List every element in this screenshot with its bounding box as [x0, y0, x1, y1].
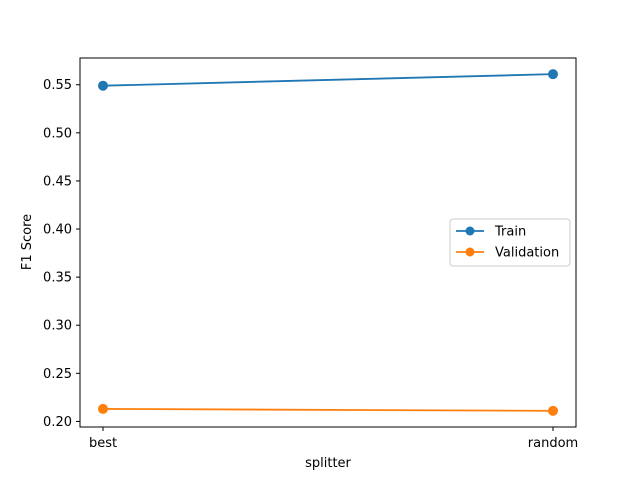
- plot-frame: [79, 57, 577, 428]
- series-line-validation: [102, 408, 554, 412]
- x-axis-label: splitter: [305, 456, 351, 471]
- data-point-train: [548, 69, 558, 80]
- x-tick-label: best: [89, 436, 117, 451]
- y-tick-label: 0.25: [43, 367, 72, 382]
- data-point-validation: [98, 403, 108, 414]
- legend-label-train: Train: [494, 225, 526, 240]
- y-tick-label: 0.40: [43, 223, 72, 238]
- x-tick-label: random: [528, 436, 578, 451]
- y-axis-label: F1 Score: [20, 214, 35, 270]
- data-point-validation: [548, 405, 558, 416]
- y-tick-label: 0.35: [43, 271, 72, 286]
- legend-label-validation: Validation: [495, 246, 559, 261]
- axes-layer: 0.20 0.25 0.30 0.35 0.40 0.45 0.50 0.55 best rand…: [43, 57, 578, 451]
- legend-marker-train: [465, 226, 475, 236]
- y-tick-label: 0.50: [43, 126, 72, 141]
- y-tick-label: 0.20: [43, 415, 72, 430]
- y-tick-label: 0.45: [43, 174, 72, 189]
- y-tick-label: 0.30: [43, 319, 72, 334]
- data-point-train: [98, 80, 108, 91]
- y-tick-label: 0.55: [43, 78, 72, 93]
- legend: Train Validation: [449, 218, 571, 267]
- series-layer: [98, 69, 558, 416]
- series-line-train: [102, 73, 554, 87]
- legend-marker-validation: [465, 247, 475, 257]
